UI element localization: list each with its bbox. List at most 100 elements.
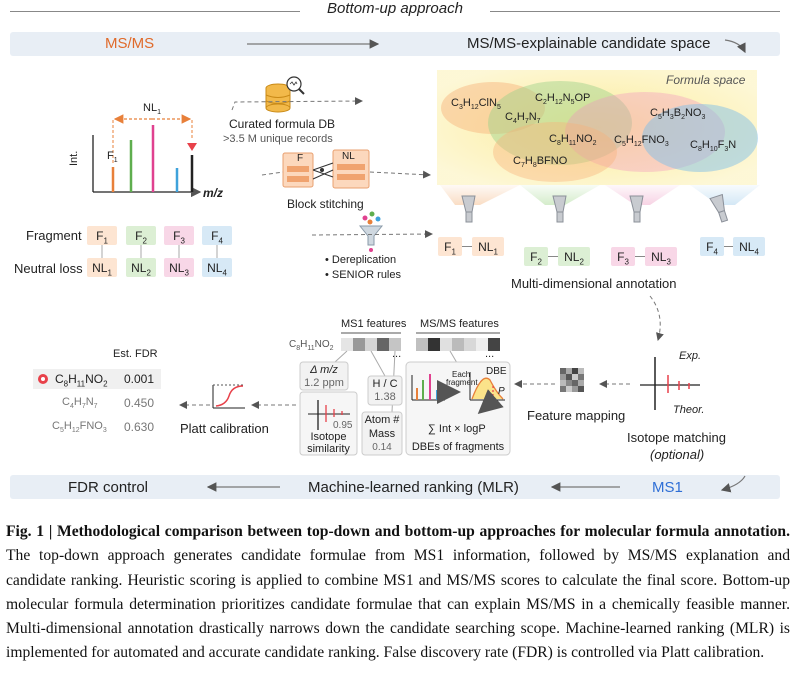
msms-ellipsis: ... (485, 348, 495, 360)
neutral-loss-nl4: NL4 (207, 261, 227, 278)
isotope-matching-plot (640, 357, 700, 410)
neutral-loss-nl3: NL3 (169, 261, 189, 278)
neutral-loss-row-label: Neutral loss (14, 261, 83, 276)
mlr-label: Machine-learned ranking (MLR) (308, 479, 519, 496)
platt-calibration-label: Platt calibration (180, 421, 269, 436)
block-nl-label: NL (342, 151, 355, 162)
annotation-f2: F2 (530, 250, 542, 267)
atom-mass-value: 0.14 (372, 442, 392, 453)
spectrum-y-axis-label: Int. (68, 150, 80, 166)
fragment-f3: F3 (173, 229, 185, 246)
block-to-space-arrow (369, 170, 431, 179)
delta-mz-box (299, 361, 349, 391)
figure-caption: Fig. 1 | Methodological comparison betwe… (6, 520, 790, 666)
fragment-f1: F1 (96, 229, 108, 246)
dbe-fragments-label: DBEs of fragments (411, 441, 505, 453)
platt-curve-icon (212, 384, 245, 409)
top-flow-band (10, 32, 780, 56)
mini-isotope-plot (308, 400, 350, 430)
annotation-nl4: NL4 (739, 240, 759, 257)
diagram-title: Bottom-up approach (327, 0, 463, 17)
diagram-graphics (33, 39, 765, 493)
isotope-similarity-label-1: Isotope (310, 431, 347, 443)
title-line-right (490, 11, 780, 12)
annotation-nl3: NL3 (651, 250, 671, 267)
ranking-row-3: C5H12FNO3 0.630 (52, 420, 155, 435)
database-icon (265, 76, 305, 113)
formula-c5h3b2no3: C5H3B2NO3 (650, 107, 706, 122)
fdr-control-label: FDR control (68, 479, 149, 496)
msms-features-header: MS/MS features (420, 318, 499, 330)
block-dashed-arrow (261, 171, 284, 176)
msms-flow-label: MS/MS (105, 35, 155, 52)
isotope-optional-label: (optional) (650, 447, 705, 462)
est-fdr-header: Est. FDR (113, 348, 158, 360)
formula-space-label: Formula space (666, 73, 746, 87)
exp-label: Exp. (679, 350, 702, 362)
theor-label: Theor. (673, 404, 705, 416)
bullet-dereplication: • Dereplication (325, 254, 397, 266)
ranking-row-1: C8H11NO2 0.001 (55, 372, 155, 389)
formula-space (437, 70, 760, 205)
bullet-senior-rules: • SENIOR rules (325, 269, 401, 281)
dbe-mini-spectrum (411, 372, 505, 414)
block-stitching-icon (282, 149, 370, 189)
top-right-curve-arrow (724, 39, 746, 54)
dbe-axis-label: DBE (486, 366, 507, 377)
feature-row-formula: C8H11NO2 (289, 339, 334, 352)
annotation-dash-2 (548, 256, 558, 257)
block-stitching-label: Block stitching (287, 197, 364, 211)
multi-dimensional-annotation-label: Multi-dimensional annotation (511, 276, 677, 291)
fragment-connectors (101, 245, 218, 258)
ms1-feature-bar (341, 332, 401, 351)
bottom-right-curve-arrow (720, 475, 746, 493)
sum-formula: ∑ Int × logP (428, 423, 486, 435)
isotope-similarity-box (299, 391, 358, 456)
spectrum-nl-label: NL1 (143, 102, 161, 117)
title-line-left (10, 11, 300, 12)
ms1-ellipsis: ... (392, 348, 402, 360)
fragment-f2: F2 (135, 229, 147, 246)
p-label: P (498, 386, 505, 397)
neutral-loss-nl2: NL2 (131, 261, 151, 278)
annotation-nl1: NL1 (478, 240, 498, 257)
formula-c3h12cln5: C3H12ClN5 (451, 97, 501, 112)
annotation-down-arrow (649, 295, 664, 341)
annotation-nl2: NL2 (564, 250, 584, 267)
curated-db-label: Curated formula DB (229, 117, 336, 131)
atom-count-label: Atom # (364, 414, 400, 426)
annotation-dash-3 (635, 256, 645, 257)
caption-bold-intro: Fig. 1 | Methodological comparison betwe… (6, 523, 790, 540)
annotation-f3: F3 (617, 250, 629, 267)
db-dashed-arrow (231, 97, 363, 111)
precursor-marker (187, 143, 197, 151)
ranking-row-2: C4H7N7 0.450 (62, 396, 155, 411)
formula-c7h8bfno: C7H8BFNO (513, 155, 568, 170)
candidate-space-flow-label: MS/MS-explainable candidate space (467, 35, 711, 52)
isotope-matching-label: Isotope matching (627, 430, 727, 445)
isotope-similarity-value: 0.95 (333, 420, 353, 431)
annotation-f1: F1 (444, 240, 456, 257)
ms1-features-header: MS1 features (341, 318, 407, 330)
annotation-dash-4 (724, 246, 733, 247)
caption-body: The top-down approach generates candidat… (6, 547, 790, 662)
atom-mass-box (361, 411, 403, 456)
delta-mz-value: 1.2 ppm (304, 377, 344, 389)
fragment-row-label: Fragment (26, 228, 82, 243)
feature-mapping-icon (560, 368, 584, 392)
top-candidate-highlight (33, 369, 161, 389)
funnel-dashed-arrow (311, 230, 433, 239)
spectrum-x-axis-label: m/z (203, 186, 224, 200)
formula-c5h12fno3: C5H12FNO3 (614, 134, 669, 149)
each-fragment-label-1: Each (452, 370, 471, 379)
isotope-similarity-label-2: similarity (307, 443, 350, 455)
msms-feature-bar (416, 332, 500, 351)
annotation-pill-bg (438, 237, 765, 266)
formula-c8h10f3n: C8H10F3N (690, 139, 737, 154)
fragment-pill-bg (87, 226, 232, 277)
spectrum-f1-label: F1 (107, 150, 118, 165)
fragment-f4: F4 (211, 229, 223, 246)
annotation-dash-1 (462, 246, 472, 247)
hc-label: H / C (372, 378, 398, 390)
hc-box (367, 375, 403, 406)
